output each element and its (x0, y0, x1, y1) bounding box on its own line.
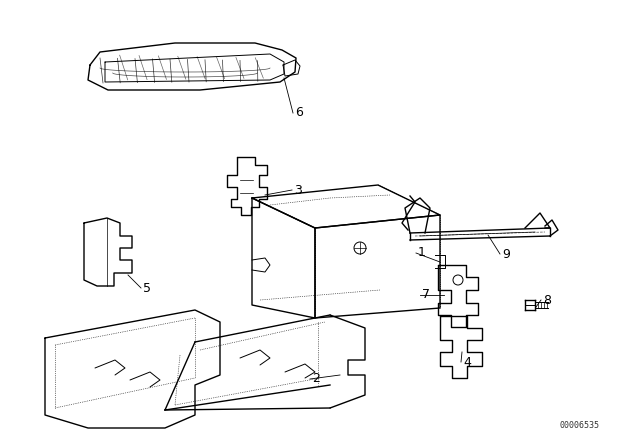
Text: 7: 7 (422, 289, 430, 302)
Text: 9: 9 (502, 247, 510, 260)
Text: 8: 8 (543, 293, 551, 306)
Text: 6: 6 (295, 107, 303, 120)
Text: 00006535: 00006535 (560, 421, 600, 430)
Text: 4: 4 (463, 356, 471, 369)
Text: 1: 1 (418, 246, 426, 259)
Text: 2: 2 (312, 372, 320, 385)
Text: 5: 5 (143, 281, 151, 294)
Text: 3: 3 (294, 184, 302, 197)
